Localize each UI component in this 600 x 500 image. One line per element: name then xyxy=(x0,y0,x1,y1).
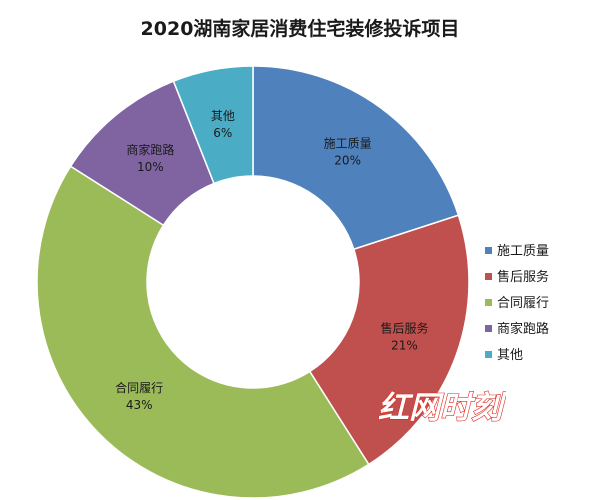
legend-swatch xyxy=(485,299,492,306)
legend-label: 商家跑路 xyxy=(497,321,549,337)
slice-label-group: 施工质量 20% 售后服务 21% 合同履行 43% 商家跑路 10% 其他 6% xyxy=(115,109,428,412)
legend-swatch xyxy=(485,273,492,280)
slice-group xyxy=(36,65,470,499)
slice-percent-label: 20% xyxy=(334,154,361,168)
slice-name-label: 其他 xyxy=(211,109,235,123)
donut-slice xyxy=(252,65,460,251)
legend-label: 其他 xyxy=(497,348,523,363)
slice-name-label: 商家跑路 xyxy=(126,142,174,157)
legend-label: 合同履行 xyxy=(497,296,549,311)
slice-percent-label: 10% xyxy=(137,160,164,174)
watermark-logo: 红网时刻 REDNET.CN xyxy=(377,389,506,436)
legend-label: 售后服务 xyxy=(497,269,549,285)
chart-title: 2020湖南家居消费住宅装修投诉项目 xyxy=(140,18,460,40)
legend-swatch xyxy=(485,325,492,332)
donut-slice xyxy=(308,214,470,466)
legend-swatch xyxy=(485,247,492,254)
donut-slice xyxy=(172,65,254,185)
slice-name-label: 售后服务 xyxy=(380,321,428,336)
watermark-text: 红网时刻 xyxy=(378,390,506,426)
slice-percent-label: 21% xyxy=(391,339,418,353)
slice-percent-label: 6% xyxy=(213,126,232,140)
legend-swatch xyxy=(485,351,492,358)
slice-name-label: 施工质量 xyxy=(324,137,372,151)
watermark-subtext: REDNET.CN xyxy=(422,427,477,436)
legend-label: 施工质量 xyxy=(497,244,549,259)
slice-percent-label: 43% xyxy=(126,398,153,412)
donut-slice xyxy=(36,165,370,499)
slice-name-label: 合同履行 xyxy=(115,380,163,395)
